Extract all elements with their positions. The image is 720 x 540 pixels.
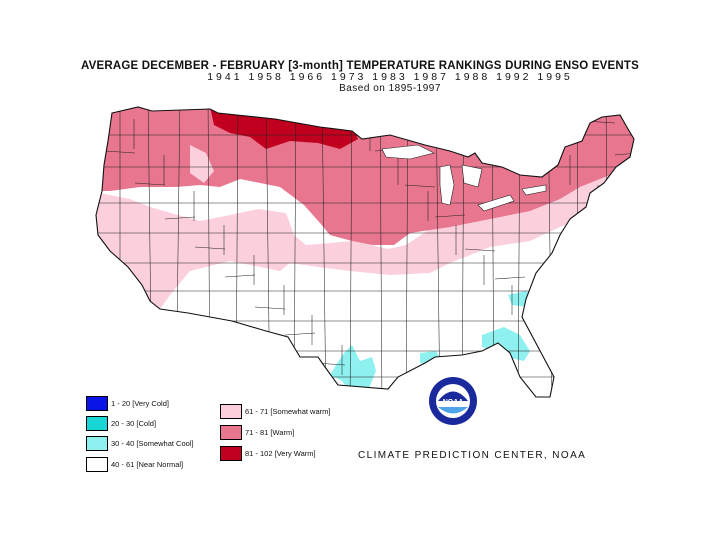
- region-somewhat-warm-plains: [190, 145, 214, 183]
- legend-item-somewhat-cool: 30 - 40 [Somewhat Cool]: [86, 436, 194, 451]
- noaa-logo-water: [438, 407, 468, 414]
- legend-swatch-warm: [220, 425, 242, 440]
- region-somewhat-cool-texas: [330, 345, 376, 395]
- legend-item-very-warm: 81 - 102 [Very Warm]: [220, 446, 316, 461]
- region-somewhat-cool-southeast: [482, 327, 530, 361]
- legend-swatch-very-cold: [86, 396, 108, 411]
- credit-line: CLIMATE PREDICTION CENTER, NOAA: [358, 450, 587, 461]
- legend-swatch-somewhat-cool: [86, 436, 108, 451]
- ranking-regions: [96, 107, 634, 397]
- lake-michigan: [439, 164, 455, 206]
- lake-huron: [461, 164, 483, 188]
- us-temperature-ranking-map: [95, 106, 635, 398]
- legend-swatch-very-warm: [220, 446, 242, 461]
- legend-item-somewhat-warm: 61 - 71 [Somewhat warm]: [220, 404, 330, 419]
- noaa-logo-bird: [438, 391, 468, 401]
- legend-label-somewhat-cool: 30 - 40 [Somewhat Cool]: [111, 439, 194, 448]
- legend-swatch-somewhat-warm: [220, 404, 242, 419]
- legend-label-very-cold: 1 - 20 [Very Cold]: [111, 399, 169, 408]
- lake-erie: [477, 194, 515, 212]
- noaa-logo: NOAA: [429, 377, 477, 425]
- legend-item-warm: 71 - 81 [Warm]: [220, 425, 294, 440]
- base-period: Based on 1895-1997: [339, 83, 441, 95]
- legend-item-cold: 20 - 30 [Cold]: [86, 416, 156, 431]
- legend-swatch-cold: [86, 416, 108, 431]
- lake-ontario: [521, 184, 547, 196]
- noaa-logo-text: NOAA: [443, 399, 464, 406]
- legend-swatch-near-normal: [86, 457, 108, 472]
- enso-years: 1941 1958 1966 1973 1983 1987 1988 1992 …: [207, 71, 573, 84]
- great-lakes: [381, 144, 547, 212]
- legend-label-very-warm: 81 - 102 [Very Warm]: [245, 449, 316, 458]
- lake-superior: [381, 144, 435, 160]
- legend-label-somewhat-warm: 61 - 71 [Somewhat warm]: [245, 407, 331, 416]
- legend-label-near-normal: 40 - 61 [Near Normal]: [111, 460, 184, 469]
- legend-label-warm: 71 - 81 [Warm]: [245, 428, 295, 437]
- legend-label-cold: 20 - 30 [Cold]: [111, 419, 157, 428]
- map-title-block: AVERAGE DECEMBER - FEBRUARY [3-month] TE…: [0, 60, 720, 95]
- legend-item-near-normal: 40 - 61 [Near Normal]: [86, 457, 183, 472]
- legend-item-very-cold: 1 - 20 [Very Cold]: [86, 396, 169, 411]
- map-title: AVERAGE DECEMBER - FEBRUARY [3-month] TE…: [80, 60, 640, 72]
